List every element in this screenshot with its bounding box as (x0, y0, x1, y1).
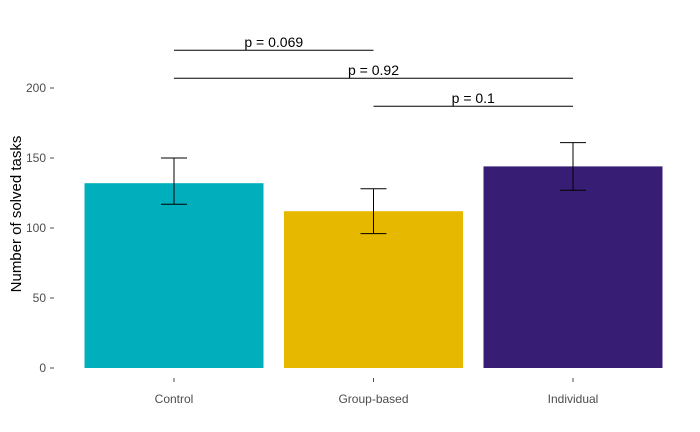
x-tick-label: Individual (548, 392, 599, 406)
p-value-label: p = 0.069 (244, 34, 303, 50)
x-axis: Control Group-based Individual (155, 378, 599, 406)
bars (84, 166, 663, 368)
bar-group-based (284, 211, 463, 368)
y-tick-label: 100 (26, 221, 46, 235)
significance-brackets: p = 0.069 p = 0.92 p = 0.1 (174, 34, 573, 107)
bar-individual (483, 166, 663, 368)
y-axis-title: Number of solved tasks (8, 136, 25, 293)
y-tick-label: 0 (39, 361, 46, 375)
y-tick-label: 50 (33, 291, 47, 305)
error-bars (161, 142, 586, 235)
p-value-label: p = 0.92 (348, 62, 399, 78)
y-axis: 0 50 100 150 200 (26, 81, 54, 375)
bar-control (84, 183, 264, 368)
y-tick-label: 200 (26, 81, 46, 95)
p-value-label: p = 0.1 (452, 90, 495, 106)
x-tick-label: Group-based (338, 392, 408, 406)
y-tick-label: 150 (26, 151, 46, 165)
x-tick-label: Control (155, 392, 194, 406)
